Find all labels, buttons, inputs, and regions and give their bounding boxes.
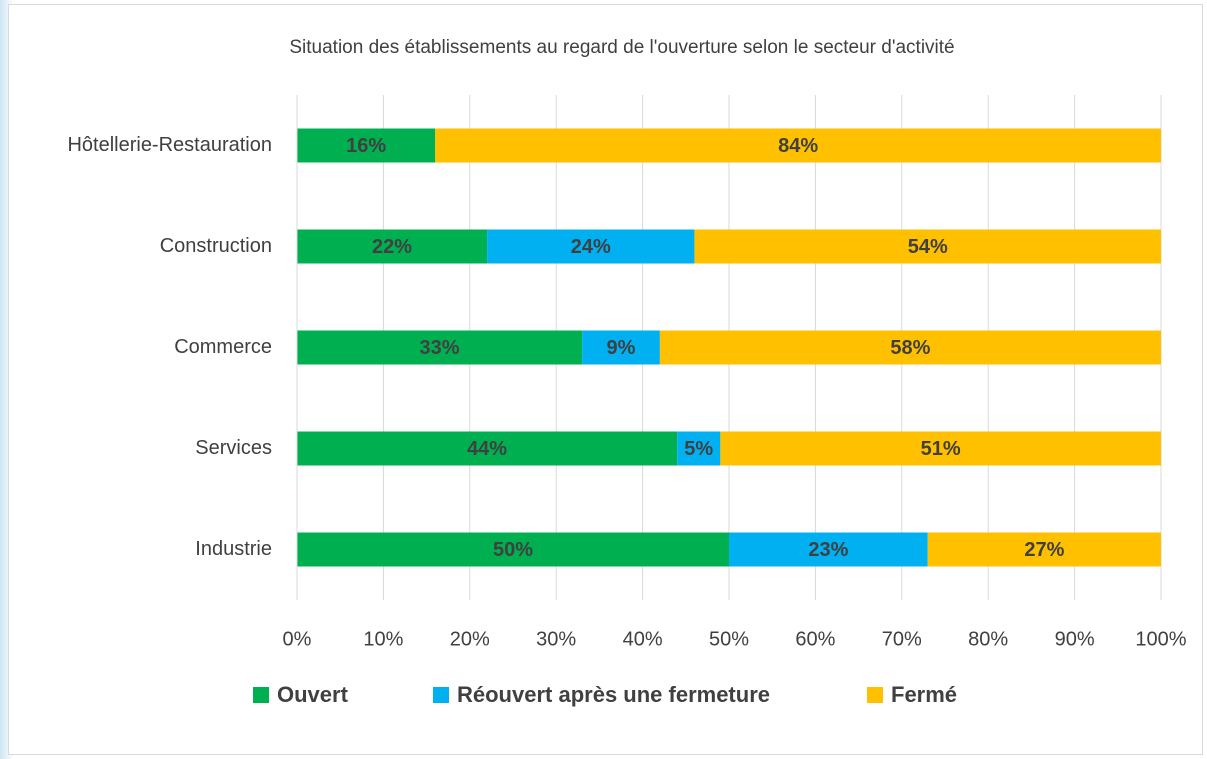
data-label: 33%	[420, 337, 460, 359]
x-tick-label: 20%	[450, 628, 490, 650]
y-tick-label: Hôtellerie-Restauration	[67, 134, 272, 156]
data-label: 51%	[921, 438, 961, 460]
bar-segment	[297, 330, 583, 365]
x-tick-label: 80%	[968, 628, 1008, 650]
data-label: 22%	[372, 236, 412, 258]
bar-segment	[582, 330, 660, 365]
x-tick-label: 100%	[1135, 628, 1186, 650]
data-label: 16%	[346, 135, 386, 157]
bar-segment	[297, 128, 436, 163]
x-tick-label: 70%	[882, 628, 922, 650]
bar-segment	[297, 431, 678, 466]
y-tick-label: Construction	[160, 235, 272, 257]
chart-frame	[8, 4, 1203, 755]
x-tick-label: 40%	[623, 628, 663, 650]
x-tick-label: 10%	[363, 628, 403, 650]
x-tick-label: 50%	[709, 628, 749, 650]
data-label: 84%	[778, 135, 818, 157]
data-label: 5%	[684, 438, 713, 460]
x-tick-label: 0%	[283, 628, 312, 650]
legend-swatch	[867, 687, 883, 703]
bar-segment	[435, 128, 1161, 163]
data-label: 27%	[1024, 539, 1064, 561]
bar-segment	[487, 229, 695, 264]
y-tick-label: Industrie	[195, 538, 272, 560]
data-label: 58%	[890, 337, 930, 359]
x-tick-label: 60%	[795, 628, 835, 650]
bar-segment	[677, 431, 721, 466]
legend-label: Ouvert	[277, 682, 349, 707]
bar-segment	[297, 532, 729, 567]
bar-segment	[659, 330, 1161, 365]
data-label: 50%	[493, 539, 533, 561]
data-label: 9%	[607, 337, 636, 359]
bar-segment	[927, 532, 1161, 567]
x-tick-label: 90%	[1055, 628, 1095, 650]
x-tick-label: 30%	[536, 628, 576, 650]
bar-segment	[694, 229, 1161, 264]
y-tick-label: Commerce	[174, 336, 272, 358]
legend-swatch	[253, 687, 269, 703]
bar-segment	[720, 431, 1161, 466]
bar-segment	[729, 532, 928, 567]
data-label: 24%	[571, 236, 611, 258]
data-label: 23%	[808, 539, 848, 561]
legend-label: Fermé	[891, 682, 957, 707]
y-tick-label: Services	[195, 437, 272, 459]
data-label: 44%	[467, 438, 507, 460]
legend-label: Réouvert après une fermeture	[457, 682, 770, 707]
legend-swatch	[433, 687, 449, 703]
chart-title: Situation des établissements au regard d…	[289, 37, 954, 58]
bar-segment	[297, 229, 488, 264]
data-label: 54%	[908, 236, 948, 258]
